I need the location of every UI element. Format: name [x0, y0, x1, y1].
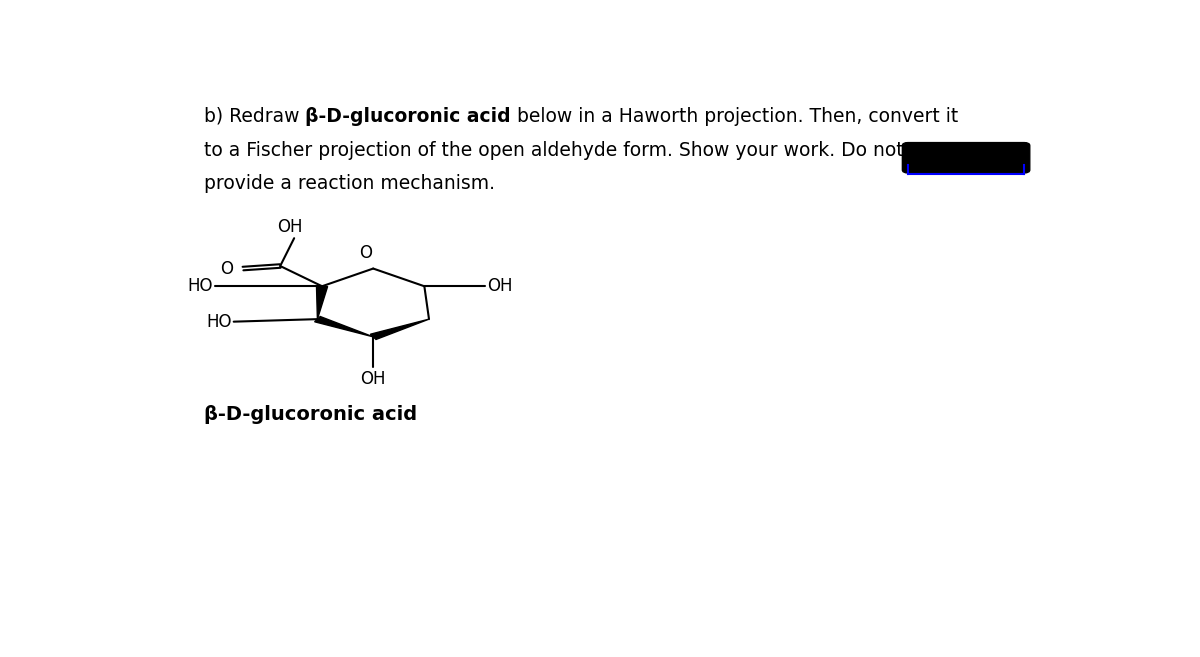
FancyBboxPatch shape	[902, 143, 1030, 173]
Polygon shape	[371, 319, 430, 340]
Text: O: O	[359, 244, 372, 263]
Text: β-D-glucoronic acid: β-D-glucoronic acid	[204, 405, 418, 424]
Text: b) Redraw: b) Redraw	[204, 106, 306, 125]
Polygon shape	[314, 317, 373, 337]
Text: HO: HO	[206, 313, 232, 330]
Text: to a Fischer projection of the open aldehyde form. Show your work. Do not: to a Fischer projection of the open alde…	[204, 141, 904, 160]
Text: OH: OH	[360, 370, 386, 388]
Text: O: O	[220, 260, 233, 277]
Polygon shape	[317, 286, 328, 319]
Text: OH: OH	[277, 217, 302, 236]
Text: β-D-glucoronic acid: β-D-glucoronic acid	[306, 106, 511, 125]
Text: below in a Haworth projection. Then, convert it: below in a Haworth projection. Then, con…	[511, 106, 959, 125]
Text: OH: OH	[487, 277, 514, 295]
Text: provide a reaction mechanism.: provide a reaction mechanism.	[204, 175, 494, 193]
Text: HO: HO	[187, 277, 214, 295]
